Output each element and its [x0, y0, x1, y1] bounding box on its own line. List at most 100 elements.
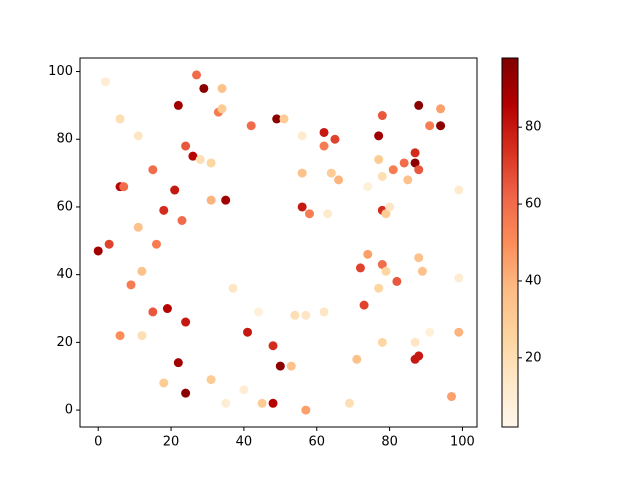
point — [286, 361, 296, 371]
point — [290, 310, 300, 320]
point — [403, 175, 413, 185]
point — [188, 151, 198, 161]
point — [239, 385, 249, 395]
point — [410, 158, 420, 168]
point — [246, 121, 256, 131]
point — [151, 239, 161, 249]
point — [447, 392, 457, 402]
point — [377, 260, 387, 270]
point — [319, 127, 329, 137]
point — [253, 307, 263, 317]
y-tick-label: 80 — [56, 132, 73, 147]
point — [257, 398, 267, 408]
point — [192, 70, 202, 80]
point — [323, 209, 333, 219]
point — [414, 165, 424, 175]
point — [363, 249, 373, 259]
point — [377, 111, 387, 121]
y-tick-label: 60 — [56, 199, 73, 214]
point — [454, 327, 464, 337]
point — [355, 263, 365, 273]
point — [268, 341, 278, 351]
point — [173, 100, 183, 110]
colorbar-tick-label: 20 — [525, 350, 542, 365]
y-tick-label: 40 — [56, 267, 73, 282]
point — [399, 158, 409, 168]
point — [330, 134, 340, 144]
point — [374, 283, 384, 293]
point — [206, 375, 216, 385]
point — [115, 114, 125, 124]
point — [162, 304, 172, 314]
point — [381, 266, 391, 276]
point — [148, 165, 158, 175]
point — [297, 202, 307, 212]
point — [301, 405, 311, 415]
colorbar-tick-label: 40 — [525, 273, 542, 288]
point — [410, 148, 420, 158]
point — [326, 168, 336, 178]
point — [436, 104, 446, 114]
point — [243, 327, 253, 337]
point — [319, 141, 329, 151]
x-tick-label: 60 — [308, 435, 325, 450]
point — [137, 331, 147, 341]
point — [173, 358, 183, 368]
y-tick-label: 20 — [56, 335, 73, 350]
point — [297, 131, 307, 141]
point — [454, 185, 464, 195]
point — [304, 209, 314, 219]
point — [279, 114, 289, 124]
point — [228, 283, 238, 293]
point — [388, 165, 398, 175]
point — [410, 337, 420, 347]
point — [345, 398, 355, 408]
point — [381, 209, 391, 219]
colorbar — [501, 57, 519, 428]
point — [104, 239, 114, 249]
point — [414, 100, 424, 110]
point — [126, 280, 136, 290]
point — [181, 317, 191, 327]
point — [272, 114, 282, 124]
point — [170, 185, 180, 195]
y-tick-label: 100 — [48, 64, 73, 79]
point — [385, 202, 395, 212]
point — [359, 300, 369, 310]
x-tick-label: 20 — [163, 435, 180, 450]
point — [119, 182, 129, 192]
point — [133, 131, 143, 141]
point — [425, 121, 435, 131]
point — [454, 273, 464, 283]
point — [268, 398, 278, 408]
point — [374, 155, 384, 165]
point — [221, 195, 231, 205]
point — [334, 175, 344, 185]
point — [363, 182, 373, 192]
point — [297, 168, 307, 178]
x-tick-label: 40 — [236, 435, 253, 450]
point — [159, 205, 169, 215]
point — [221, 398, 231, 408]
point — [319, 307, 329, 317]
x-tick-label: 80 — [381, 435, 398, 450]
point — [199, 83, 209, 93]
point — [414, 253, 424, 263]
point — [436, 121, 446, 131]
point — [352, 354, 362, 364]
point — [417, 266, 427, 276]
point — [374, 131, 384, 141]
point — [392, 276, 402, 286]
colorbar-tick-label: 80 — [525, 120, 542, 135]
point — [195, 155, 205, 165]
point — [425, 327, 435, 337]
point — [148, 307, 158, 317]
point — [137, 266, 147, 276]
point — [133, 222, 143, 232]
y-tick-label: 0 — [65, 403, 73, 418]
point — [414, 351, 424, 361]
point — [93, 246, 103, 256]
colorbar-tick-label: 60 — [525, 197, 542, 212]
point — [217, 104, 227, 114]
